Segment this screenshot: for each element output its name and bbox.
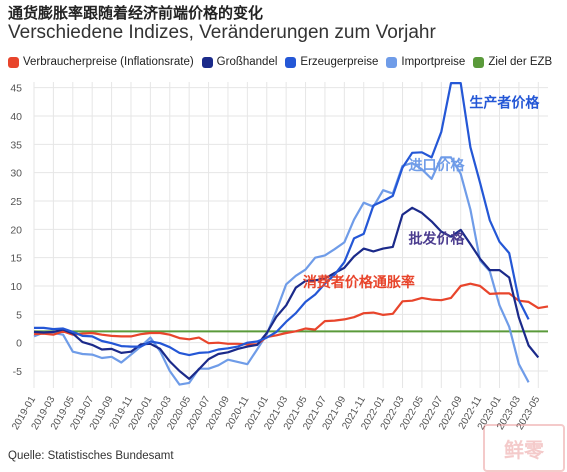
series-line-erzeuger	[34, 82, 530, 357]
y-tick-label: 0	[16, 338, 22, 350]
legend: Verbraucherpreise (Inflationsrate) Großh…	[8, 56, 560, 68]
annotation-cpi: 消费者价格通胀率	[303, 274, 415, 291]
legend-label-import: Importpreise	[401, 56, 466, 68]
legend-label-ezb: Ziel der EZB	[488, 56, 553, 68]
y-tick-label: 10	[10, 281, 22, 293]
legend-label-erzeuger: Erzeugerpreise	[300, 56, 379, 68]
annotation-import: 进口价格	[408, 157, 465, 174]
y-tick-label: 25	[10, 196, 22, 208]
source-note: Quelle: Statistisches Bundesamt	[8, 450, 174, 462]
legend-swatch-import	[386, 56, 398, 68]
legend-label-cpi: Verbraucherpreise (Inflationsrate)	[23, 56, 194, 68]
legend-swatch-cpi	[8, 56, 19, 68]
y-tick-label: 35	[10, 139, 22, 151]
y-tick-label: 40	[10, 111, 22, 123]
y-tick-label: 30	[10, 168, 22, 180]
y-tick-label: 45	[10, 83, 22, 95]
legend-swatch-erzeuger	[285, 56, 297, 68]
y-tick-label: -5	[13, 366, 22, 378]
legend-item-erzeuger: Erzeugerpreise	[285, 56, 378, 68]
watermark-stamp: 鲜零	[483, 424, 565, 472]
series-line-cpi	[33, 282, 549, 346]
y-tick-label: 15	[10, 253, 22, 265]
annotation-erzeuger: 生产者价格	[469, 95, 540, 112]
legend-item-cpi: Verbraucherpreise (Inflationsrate)	[8, 56, 194, 68]
legend-item-ezb: Ziel der EZB	[473, 56, 552, 68]
legend-item-import: Importpreise	[386, 56, 465, 68]
y-tick-label: 20	[10, 224, 22, 236]
series-line-grosshandel	[33, 206, 540, 380]
annotation-grosshandel: 批发价格	[408, 231, 465, 248]
legend-item-grosshandel: Großhandel	[201, 56, 278, 68]
line-chart: -50510152025303540452019-012019-032019-0…	[10, 82, 549, 432]
y-tick-label: 5	[16, 309, 22, 321]
series-line-import	[33, 156, 530, 386]
chart-subtitle: Verschiedene Indizes, Veränderungen zum …	[8, 22, 436, 43]
legend-swatch-grosshandel	[201, 56, 213, 68]
legend-swatch-ezb	[473, 56, 485, 68]
chart-title: 通货膨胀率跟随着经济前端价格的变化	[8, 5, 264, 22]
legend-label-grosshandel: Großhandel	[216, 56, 278, 68]
